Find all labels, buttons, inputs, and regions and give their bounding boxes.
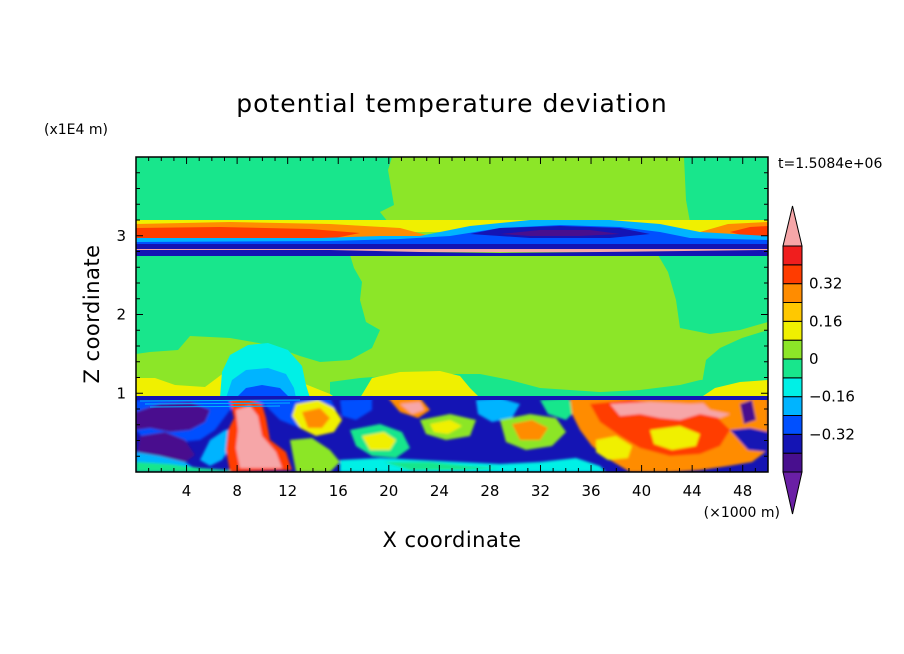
colorbar-swatch (782, 433, 803, 454)
x-tick-label: 24 (430, 482, 449, 500)
x-tick-label: 28 (480, 482, 499, 500)
colorbar: −0.32 −0.16 0 0.16 0.32 (782, 205, 855, 515)
y-unit-label: (x1E4 m) (44, 122, 108, 138)
x-tick-label: 16 (329, 482, 348, 500)
field-blue-dome (236, 385, 290, 398)
colorbar-swatch (782, 264, 803, 285)
x-unit-label: (×1000 m) (704, 505, 780, 521)
x-tick-label: 40 (632, 482, 651, 500)
band-navy (136, 244, 768, 250)
colorbar-swatch (782, 302, 803, 322)
y-tick-label: 2 (116, 306, 126, 324)
x-tick-label: 20 (379, 482, 398, 500)
colorbar-label: 0 (809, 350, 819, 368)
colorbar-over-triangle (782, 205, 803, 247)
band-lower-navy (136, 250, 768, 256)
colorbar-swatch (782, 320, 803, 341)
colorbar-label: 0.32 (809, 275, 842, 293)
x-tick-label: 36 (581, 482, 600, 500)
field-upper-teal-left (136, 157, 394, 222)
field-mid-teal-right (658, 255, 768, 395)
band-red-left (136, 227, 360, 241)
turbulent-layer (136, 398, 768, 472)
time-label: t=1.5084e+06 (778, 156, 882, 172)
y-axis-ticks: 1 2 3 (116, 172, 768, 457)
x-tick-label: 12 (278, 482, 297, 500)
x-tick-label: 44 (683, 482, 702, 500)
colorbar-swatch (782, 283, 803, 303)
colorbar-swatch (782, 245, 803, 266)
colorbar-swatch (782, 377, 803, 398)
field-bottom-yellow-mid (360, 371, 480, 398)
field-upper-teal-right (684, 157, 768, 222)
band-red-right (730, 226, 768, 236)
turb-top-navy (136, 396, 768, 400)
band-deep-purple-core (500, 230, 620, 236)
y-tick-label: 1 (116, 384, 126, 402)
y-tick-label: 3 (116, 227, 126, 245)
field-mid-teal-left (136, 255, 380, 362)
chart-title: potential temperature deviation (236, 89, 667, 118)
colorbar-swatch (782, 396, 803, 416)
x-tick-label: 8 (232, 482, 242, 500)
colorbar-label: −0.16 (809, 388, 855, 406)
colorbar-swatch (782, 452, 803, 473)
turb-top-blue-streaks (139, 399, 301, 408)
contour-field (136, 157, 768, 472)
x-axis-ticks: 4 8 12 16 20 24 28 32 36 40 44 48 (148, 157, 756, 500)
x-axis-title: X coordinate (382, 528, 521, 552)
colorbar-swatch (782, 415, 803, 435)
y-axis-title: Z coordinate (80, 244, 104, 383)
colorbar-under-triangle (782, 471, 803, 515)
band-pink (136, 249, 768, 252)
x-tick-label: 4 (182, 482, 192, 500)
x-tick-label: 48 (733, 482, 752, 500)
colorbar-label: −0.32 (809, 425, 855, 443)
colorbar-label: 0.16 (809, 312, 842, 330)
colorbar-swatch (782, 358, 803, 379)
colorbar-swatch (782, 339, 803, 360)
field-bottom-yellow-right (700, 380, 768, 398)
x-tick-label: 32 (531, 482, 550, 500)
